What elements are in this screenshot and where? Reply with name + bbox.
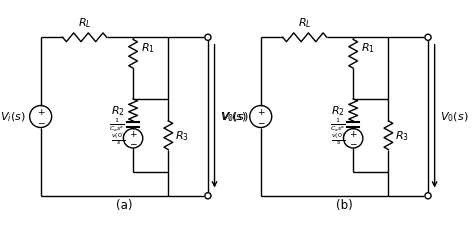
Text: +: + bbox=[349, 130, 357, 139]
Text: +: + bbox=[257, 108, 264, 116]
Text: $R_L$: $R_L$ bbox=[78, 17, 91, 30]
Text: $V_i(s)$: $V_i(s)$ bbox=[0, 110, 26, 124]
Text: $R_2$: $R_2$ bbox=[331, 104, 345, 117]
Text: $R_L$: $R_L$ bbox=[298, 17, 311, 30]
Circle shape bbox=[205, 193, 211, 199]
Text: $V_0(s)$: $V_0(s)$ bbox=[440, 110, 469, 124]
Text: (a): (a) bbox=[116, 198, 133, 211]
Text: $\frac{v(0)}{s}$: $\frac{v(0)}{s}$ bbox=[331, 131, 345, 147]
Text: $R_1$: $R_1$ bbox=[141, 41, 155, 55]
Text: −: − bbox=[37, 117, 45, 126]
Text: +: + bbox=[129, 130, 137, 139]
Text: $V_i(s)$: $V_i(s)$ bbox=[220, 110, 246, 124]
Text: (b): (b) bbox=[336, 198, 353, 211]
Text: $R_3$: $R_3$ bbox=[395, 129, 409, 143]
Text: −: − bbox=[349, 138, 357, 148]
Text: $R_1$: $R_1$ bbox=[361, 41, 374, 55]
Text: $R_3$: $R_3$ bbox=[175, 129, 189, 143]
Text: $V_0(s)$: $V_0(s)$ bbox=[220, 110, 249, 124]
Text: −: − bbox=[129, 138, 137, 148]
Text: +: + bbox=[37, 108, 45, 116]
Text: −: − bbox=[257, 117, 264, 126]
Text: $\frac{1}{C_a s^a}$: $\frac{1}{C_a s^a}$ bbox=[329, 116, 345, 134]
Circle shape bbox=[425, 35, 431, 41]
Text: $R_2$: $R_2$ bbox=[111, 104, 125, 117]
Text: $\frac{v(0)}{s}$: $\frac{v(0)}{s}$ bbox=[110, 131, 125, 147]
Text: $\frac{1}{C_a s^a}$: $\frac{1}{C_a s^a}$ bbox=[109, 116, 125, 134]
Circle shape bbox=[205, 35, 211, 41]
Circle shape bbox=[425, 193, 431, 199]
